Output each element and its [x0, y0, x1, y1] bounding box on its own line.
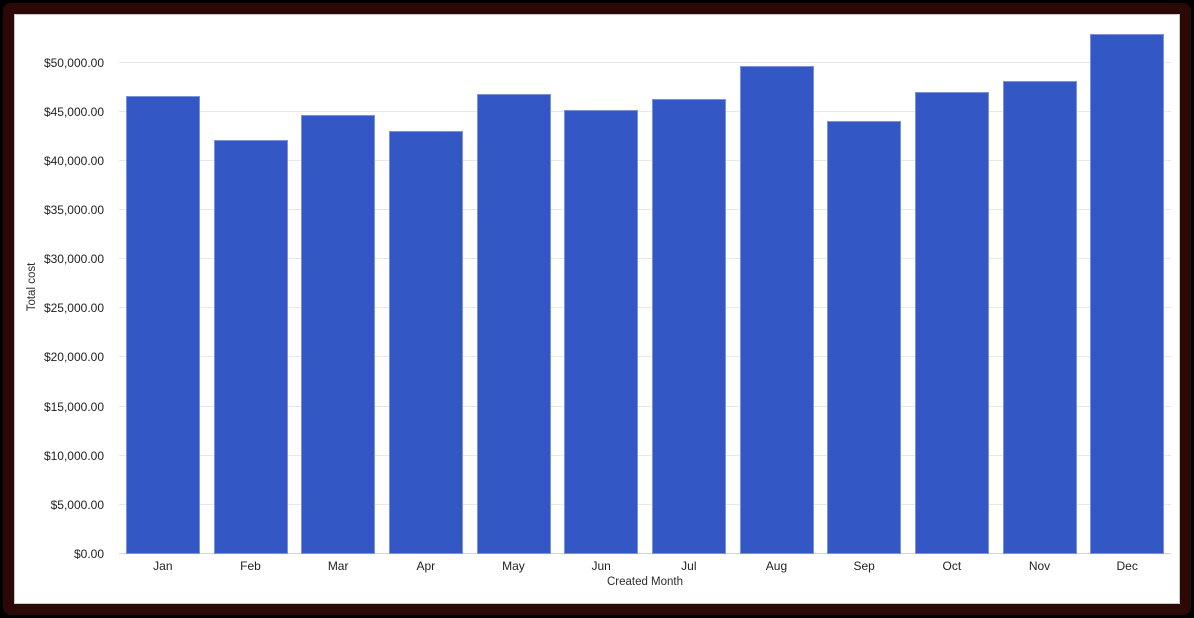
y-tick-label: $15,000.00	[43, 399, 104, 414]
y-tick-label: $45,000.00	[43, 104, 104, 119]
chart-card: Total cost $0.00 $5,000.00 $10,000.00 $15,0…	[14, 14, 1180, 604]
x-tick-label: Dec	[1116, 559, 1138, 573]
y-tick-label: $25,000.00	[43, 301, 104, 316]
gridline	[119, 405, 1171, 407]
bar-oct[interactable]	[914, 92, 989, 554]
y-tick-label: $10,000.00	[43, 448, 104, 463]
gridline	[119, 503, 1171, 505]
bar-dec[interactable]	[1090, 34, 1165, 554]
bar-jul[interactable]	[651, 99, 726, 554]
bar-sep[interactable]	[827, 120, 902, 554]
x-axis-title: Created Month	[606, 576, 684, 588]
y-tick-label: $5,000.00	[50, 497, 104, 512]
bar-mar[interactable]	[301, 114, 376, 554]
y-tick-label: $20,000.00	[43, 350, 104, 365]
bar-may[interactable]	[476, 94, 551, 554]
gridline	[119, 356, 1171, 358]
bar-jun[interactable]	[564, 109, 639, 554]
bar-apr[interactable]	[388, 130, 463, 554]
x-tick-label: Sep	[853, 559, 875, 573]
y-tick-label: $30,000.00	[43, 252, 104, 267]
bar-feb[interactable]	[213, 140, 288, 554]
gridline	[119, 110, 1171, 112]
plot-area	[119, 21, 1171, 554]
y-tick-label: $0.00	[73, 547, 104, 561]
bar-nov[interactable]	[1002, 81, 1077, 554]
bar-aug[interactable]	[739, 65, 814, 554]
gridline	[119, 61, 1171, 63]
y-tick-label: $35,000.00	[43, 203, 104, 218]
x-tick-label: May	[502, 559, 525, 573]
x-tick-label: Jul	[681, 559, 697, 573]
x-tick-label: Feb	[240, 559, 261, 573]
gridline	[119, 209, 1171, 211]
bar-jan[interactable]	[125, 96, 200, 554]
y-tick-label: $50,000.00	[43, 55, 104, 70]
x-tick-label: Jan	[153, 559, 173, 573]
x-tick-label: Jun	[591, 559, 611, 573]
gridline	[119, 307, 1171, 309]
gridline	[119, 159, 1171, 161]
x-tick-label: Apr	[416, 559, 436, 573]
x-tick-label: Aug	[765, 559, 788, 573]
x-axis-baseline	[119, 553, 1171, 554]
gridline	[119, 454, 1171, 456]
x-tick-label: Nov	[1028, 559, 1051, 573]
gridline	[119, 258, 1171, 260]
y-tick-label: $40,000.00	[43, 153, 104, 168]
x-tick-label: Oct	[942, 559, 962, 573]
x-tick-label: Mar	[327, 559, 349, 573]
